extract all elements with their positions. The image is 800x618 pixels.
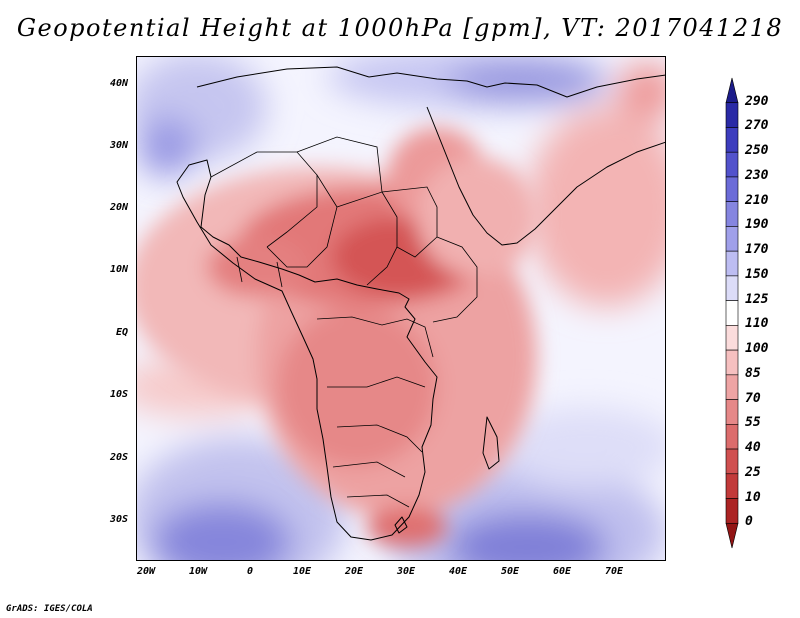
colorbar-level-label: 85 [745, 365, 761, 381]
colorbar-level-label: 270 [745, 118, 769, 134]
lon-label-50e: 50E [500, 566, 520, 577]
colorbar-level-label: 290 [745, 93, 769, 109]
lon-label-40e: 40E [448, 566, 468, 577]
colorbar-bin [725, 226, 739, 252]
colorbar-bin [725, 151, 739, 178]
lon-label-20w: 20W [136, 566, 156, 577]
colorbar-level-label: 170 [745, 242, 769, 258]
lon-label-60e: 60E [552, 566, 572, 577]
lon-label-10w: 10W [188, 566, 208, 577]
colorbar-bin [725, 473, 739, 499]
colorbar-bin [725, 349, 739, 376]
colorbar-level-label: 0 [745, 514, 753, 530]
lon-label-30e: 30E [396, 566, 416, 577]
grads-credit: GrADS: IGES/COLA [6, 604, 93, 614]
colorbar-level-label: 25 [745, 464, 761, 480]
colorbar-bin [725, 374, 739, 400]
colorbar-bin [725, 176, 739, 202]
lat-label-10n: 10N [109, 264, 128, 275]
colorbar-bin [725, 102, 739, 128]
colorbar-bin [725, 448, 739, 475]
colorbar-bin [725, 300, 739, 326]
lat-label-30s: 30S [109, 514, 128, 525]
lat-label-10s: 10S [109, 389, 128, 400]
lon-label-0: 0 [246, 566, 254, 577]
country-borders [210, 136, 478, 508]
lat-label-30n: 30N [109, 140, 128, 151]
colorbar-bin [725, 498, 739, 524]
colorbar-bin [725, 325, 739, 351]
height-field-map [137, 57, 665, 560]
colorbar-level-label: 110 [745, 316, 769, 332]
colorbar-bin [725, 424, 739, 450]
lon-label-10e: 10E [292, 566, 312, 577]
lat-label-20s: 20S [109, 452, 128, 463]
colorbar-level-label: 55 [745, 415, 761, 431]
colorbar-level-label: 190 [745, 217, 769, 233]
colorbar-bin [725, 399, 739, 425]
lat-label-eq: EQ [115, 327, 128, 338]
colorbar-bin [725, 275, 739, 301]
lat-label-40n: 40N [109, 78, 128, 89]
low-height-field [137, 57, 665, 560]
colorbar-bin [725, 522, 739, 549]
map-panel [136, 56, 666, 561]
colorbar-level-label: 10 [745, 489, 761, 505]
colorbar-bin [725, 77, 739, 104]
colorbar-level-label: 250 [745, 143, 769, 159]
colorbar-bin [725, 201, 739, 227]
lat-label-20n: 20N [109, 202, 128, 213]
coastlines [176, 66, 665, 541]
colorbar-level-label: 100 [745, 341, 769, 357]
colorbar-level-label: 40 [745, 440, 761, 456]
colorbar-bin [725, 127, 739, 153]
colorbar-level-label: 210 [745, 192, 769, 208]
colorbar-level-label: 70 [745, 390, 761, 406]
colorbar-level-label: 230 [745, 167, 769, 183]
colorbar-level-label: 150 [745, 266, 769, 282]
chart-title: Geopotential Height at 1000hPa [gpm], VT… [16, 14, 784, 42]
colorbar-bin [725, 250, 739, 277]
lon-label-20e: 20E [344, 566, 364, 577]
colorbar-level-label: 125 [745, 291, 769, 307]
lon-label-70e: 70E [604, 566, 624, 577]
